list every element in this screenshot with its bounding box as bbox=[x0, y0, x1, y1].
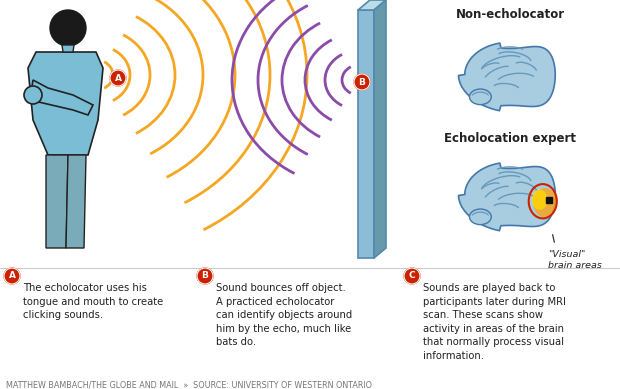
Polygon shape bbox=[30, 80, 93, 115]
Text: The echolocator uses his
tongue and mouth to create
clicking sounds.: The echolocator uses his tongue and mout… bbox=[23, 283, 163, 320]
Circle shape bbox=[354, 74, 370, 90]
Circle shape bbox=[110, 70, 126, 86]
Polygon shape bbox=[66, 155, 86, 248]
Ellipse shape bbox=[469, 89, 491, 105]
Text: Sound bounces off object.
A practiced echolocator
can identify objects around
hi: Sound bounces off object. A practiced ec… bbox=[216, 283, 352, 347]
Text: MATTHEW BAMBACH/THE GLOBE AND MAIL  »  SOURCE: UNIVERSITY OF WESTERN ONTARIO: MATTHEW BAMBACH/THE GLOBE AND MAIL » SOU… bbox=[6, 381, 372, 389]
Text: B: B bbox=[358, 77, 365, 86]
Ellipse shape bbox=[532, 189, 547, 210]
Text: Echolocation expert: Echolocation expert bbox=[444, 132, 576, 145]
Circle shape bbox=[50, 10, 86, 46]
Circle shape bbox=[404, 268, 420, 284]
Text: A: A bbox=[115, 74, 122, 82]
Polygon shape bbox=[46, 155, 68, 248]
Polygon shape bbox=[28, 52, 103, 155]
Circle shape bbox=[24, 86, 42, 104]
Polygon shape bbox=[358, 0, 386, 10]
Polygon shape bbox=[358, 10, 374, 258]
Polygon shape bbox=[459, 163, 556, 231]
Text: "Visual"
brain areas: "Visual" brain areas bbox=[548, 250, 602, 270]
Ellipse shape bbox=[469, 209, 491, 224]
Text: A: A bbox=[9, 272, 16, 280]
Text: C: C bbox=[409, 272, 415, 280]
Polygon shape bbox=[459, 43, 556, 110]
Text: Non-echolocator: Non-echolocator bbox=[456, 8, 565, 21]
Circle shape bbox=[197, 268, 213, 284]
Polygon shape bbox=[374, 0, 386, 258]
Circle shape bbox=[4, 268, 20, 284]
Ellipse shape bbox=[533, 188, 557, 217]
Text: Sounds are played back to
participants later during MRI
scan. These scans show
a: Sounds are played back to participants l… bbox=[423, 283, 566, 361]
Polygon shape bbox=[62, 45, 74, 52]
Text: B: B bbox=[202, 272, 208, 280]
